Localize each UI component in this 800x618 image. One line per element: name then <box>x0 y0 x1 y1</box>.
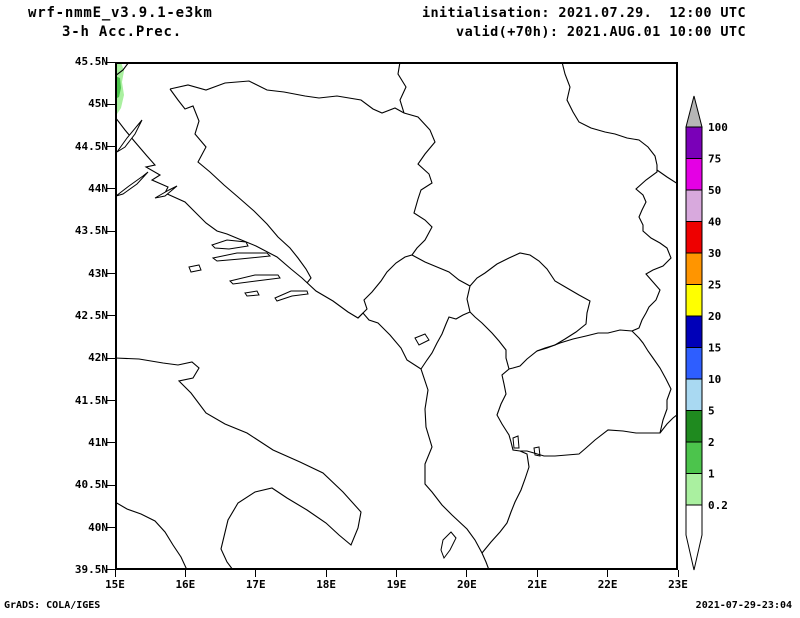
colorbar-label: 0.2 <box>708 499 728 512</box>
model-name: wrf-nmmE_v3.9.1-e3km <box>28 5 213 21</box>
lakes <box>415 334 540 456</box>
x-axis-label: 22E <box>597 578 618 591</box>
colorbar-segment <box>685 441 703 474</box>
y-axis-tick <box>107 273 115 275</box>
coastline-italy-tyrrhenian <box>115 502 187 570</box>
y-axis-tick <box>107 315 115 317</box>
colorbar-label: 20 <box>708 310 721 323</box>
valid-time: valid(+70h): 2021.AUG.01 10:00 UTC <box>456 24 746 40</box>
colorbar-arrow-top <box>685 95 703 128</box>
colorbar-segment <box>685 410 703 443</box>
colorbar-label: 75 <box>708 153 721 166</box>
y-axis-label: 44N <box>88 181 108 195</box>
border-slovenia-croatia <box>115 62 129 76</box>
y-axis-label: 44.5N <box>74 139 108 153</box>
x-axis-tick <box>607 570 609 577</box>
y-axis-label: 40.5N <box>74 478 108 492</box>
map-panel <box>115 62 678 570</box>
x-axis-label: 15E <box>105 578 125 591</box>
y-axis-label: 41N <box>88 435 108 449</box>
border-croatia-serbia <box>398 62 406 113</box>
y-axis-label: 43N <box>88 266 108 280</box>
x-axis-label: 21E <box>527 578 548 591</box>
border-sava-north-bosnia <box>170 81 404 113</box>
croatian-islands <box>116 120 456 558</box>
border-kosovo <box>467 253 590 369</box>
y-axis-tick <box>107 400 115 402</box>
colorbar-label: 40 <box>708 216 721 229</box>
x-axis-label: 23E <box>668 578 688 591</box>
y-axis-tick <box>107 103 115 105</box>
colorbar-segment <box>685 473 703 506</box>
x-axis-tick <box>536 570 538 577</box>
colorbar-label: 25 <box>708 279 721 292</box>
x-axis-tick <box>325 570 327 577</box>
x-axis-tick <box>677 570 679 577</box>
y-axis-label: 41.5N <box>74 393 108 407</box>
y-axis-tick <box>107 146 115 148</box>
border-greece-east <box>660 414 678 433</box>
x-axis-tick <box>466 570 468 577</box>
y-axis-tick <box>107 442 115 444</box>
border-serbia-east <box>562 62 678 331</box>
y-axis-label: 43.5N <box>74 224 108 238</box>
coastline-italy-adriatic <box>115 358 361 570</box>
y-axis-tick <box>107 357 115 359</box>
colorbar-segment <box>685 378 703 411</box>
colorbar-segment <box>685 158 703 191</box>
border-drina-bosnia-serbia <box>404 113 435 255</box>
grads-credit: GrADS: COLA/IGES <box>4 600 101 611</box>
x-axis-label: 17E <box>245 578 266 591</box>
border-montenegro <box>358 255 470 318</box>
border-albania <box>421 312 529 553</box>
colorbar-label: 50 <box>708 184 721 197</box>
x-axis-label: 16E <box>175 578 196 591</box>
y-axis-tick <box>107 188 115 190</box>
colorbar-segment <box>685 284 703 317</box>
x-axis-tick <box>184 570 186 577</box>
coastline-east-adriatic <box>115 117 489 570</box>
x-axis-label: 19E <box>386 578 407 591</box>
y-axis-label: 42.5N <box>74 308 108 322</box>
y-axis-label: 45.5N <box>74 55 108 68</box>
creation-timestamp: 2021-07-29-23:04 <box>695 600 792 611</box>
y-axis-tick <box>107 230 115 232</box>
plot-time-block: initialisation: 2021.07.29. 12:00 UTC va… <box>422 5 746 40</box>
colorbar-label: 30 <box>708 247 721 260</box>
colorbar-legend: 100 75 50 40 30 25 20 15 10 5 2 1 0.2 <box>685 95 728 571</box>
border-croatia-bosnia <box>170 89 311 283</box>
x-axis-tick <box>114 570 116 577</box>
colorbar-label: 100 <box>708 121 728 134</box>
product-name: 3-h Acc.Prec. <box>62 24 182 40</box>
y-axis-label: 42N <box>88 351 108 365</box>
colorbar-segment <box>685 189 703 222</box>
colorbar-segment <box>685 315 703 348</box>
x-axis-tick <box>255 570 257 577</box>
x-axis-label: 20E <box>456 578 477 591</box>
y-axis-label: 39.5N <box>74 562 108 576</box>
y-axis-tick <box>107 569 115 571</box>
colorbar-segment <box>685 252 703 285</box>
colorbar-label: 1 <box>708 468 715 481</box>
colorbar-label: 10 <box>708 373 721 386</box>
colorbar-segment <box>685 126 703 159</box>
colorbar-label: 15 <box>708 342 721 355</box>
y-axis-tick <box>107 61 115 63</box>
border-macedonia <box>497 330 671 456</box>
colorbar-segment <box>685 221 703 254</box>
map-frame <box>115 62 678 570</box>
x-axis-tick <box>396 570 397 577</box>
x-axis-label: 18E <box>316 578 337 591</box>
colorbar-label: 2 <box>708 436 715 449</box>
colorbar-label: 5 <box>708 405 715 418</box>
initialisation-time: initialisation: 2021.07.29. 12:00 UTC <box>421 5 746 21</box>
y-axis-label: 40N <box>88 520 108 534</box>
y-axis-tick <box>107 484 115 486</box>
colorbar-arrow-bottom <box>685 504 703 571</box>
plot-title-block: wrf-nmmE_v3.9.1-e3km 3-h Acc.Prec. <box>28 5 213 40</box>
y-axis-tick <box>107 527 115 529</box>
colorbar-segment <box>685 347 703 380</box>
y-axis-label: 45N <box>88 97 108 111</box>
